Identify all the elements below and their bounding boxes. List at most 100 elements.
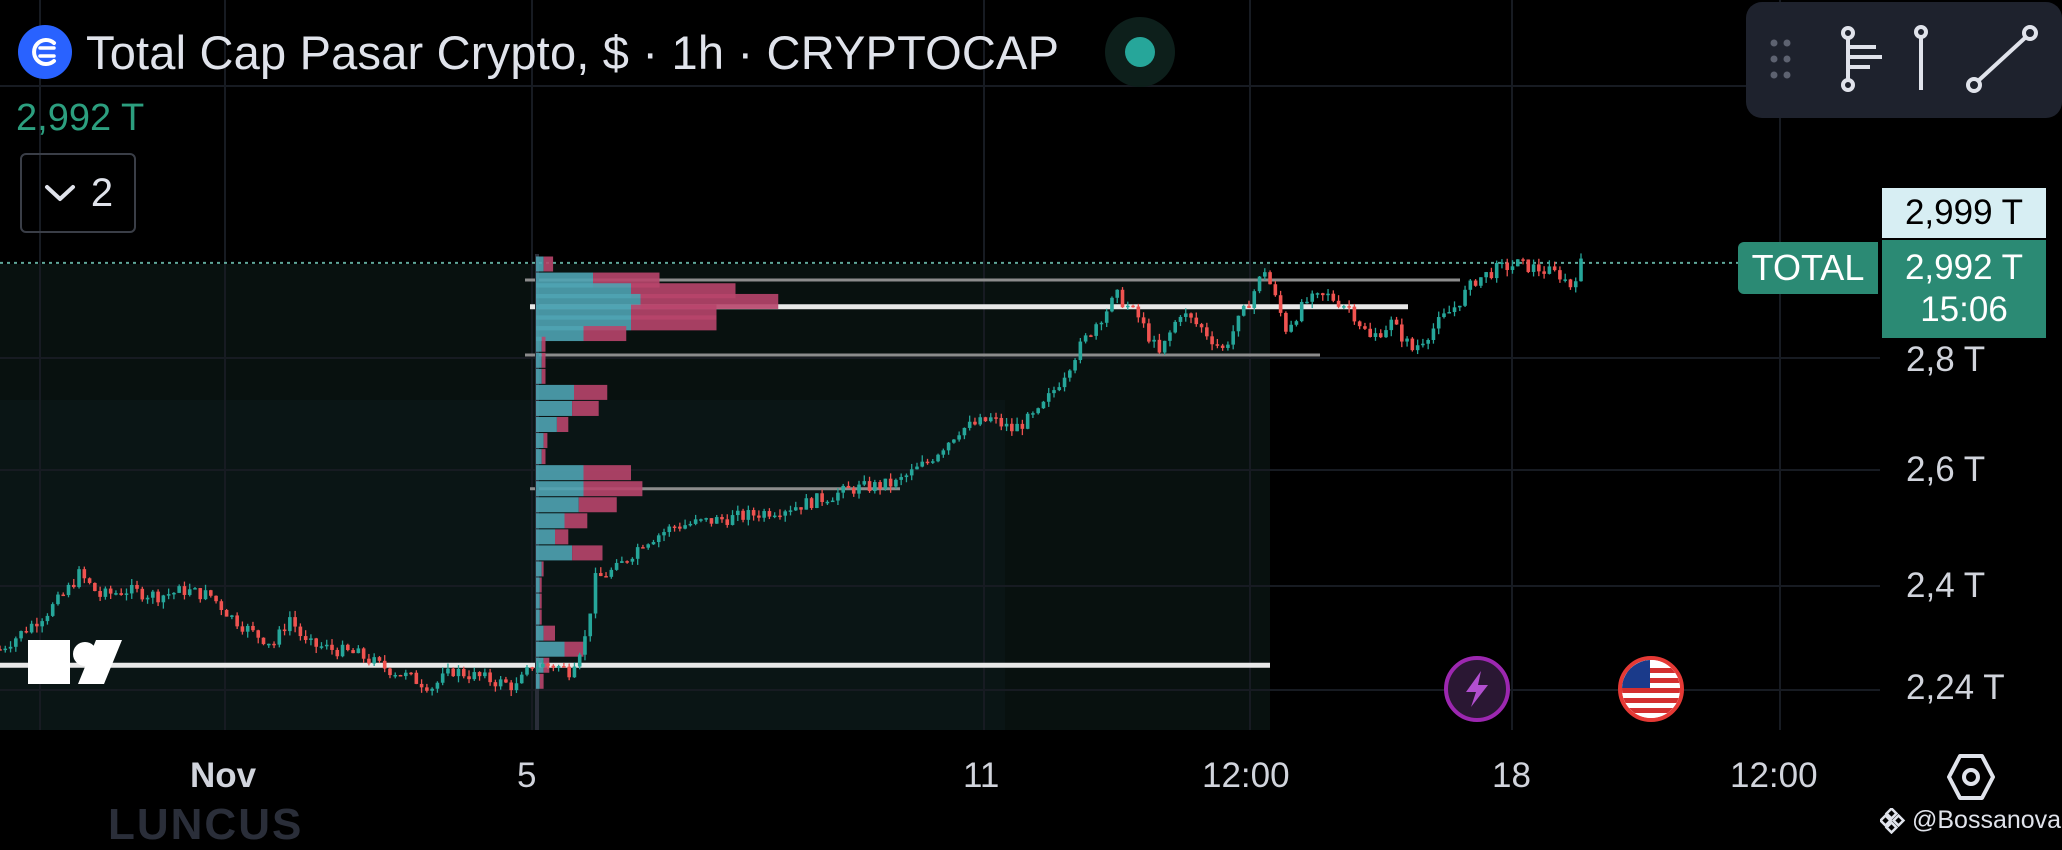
candle-body (1078, 341, 1083, 361)
candle-body (1215, 344, 1220, 346)
candle-body (382, 660, 387, 669)
profile-bar-down (583, 465, 631, 481)
lightning-icon[interactable] (1444, 656, 1510, 722)
candle-body (1020, 423, 1025, 429)
profile-bar-up (536, 481, 584, 497)
profile-bar-down (541, 352, 546, 368)
candle-body (419, 683, 424, 688)
candle-body (967, 421, 972, 428)
candle-body (40, 621, 44, 627)
candle-body (730, 515, 735, 525)
profile-bar-up (536, 417, 557, 432)
candle-body (1241, 305, 1246, 316)
candle-body (29, 623, 34, 633)
candle-body (1041, 401, 1046, 409)
candle-body (672, 526, 677, 529)
profile-bar-down (631, 315, 717, 331)
candle-body (1268, 272, 1272, 285)
profile-bar-up (536, 497, 579, 513)
candle-body (1004, 423, 1009, 427)
candle-body (873, 482, 877, 492)
candle-body (324, 644, 329, 647)
candle-body (551, 665, 556, 668)
candle-body (1099, 322, 1104, 325)
candle-body (193, 588, 197, 590)
candle-body (1278, 295, 1283, 313)
candle-body (946, 442, 951, 451)
market-status-dot-icon[interactable] (1105, 17, 1176, 87)
candle-body (1452, 307, 1457, 313)
fib-tool-icon[interactable] (1836, 24, 1886, 94)
candle-body (1320, 293, 1325, 296)
candle-body (1436, 317, 1441, 329)
candle-body (1537, 264, 1541, 272)
candle-body (261, 637, 266, 645)
candle-body (1036, 408, 1040, 414)
candle-body (799, 507, 803, 510)
candle-body (398, 675, 403, 677)
drag-handle-icon[interactable] (1766, 24, 1796, 94)
profile-bar-down (539, 593, 542, 609)
candle-body (330, 644, 334, 650)
candle-body (1368, 328, 1372, 337)
candle-body (930, 461, 935, 463)
candle-body (1336, 300, 1341, 307)
profile-bar-down (541, 368, 546, 384)
candle-body (941, 450, 946, 455)
settings-hex-icon[interactable] (1946, 752, 1996, 802)
candle-body (1252, 291, 1257, 308)
candle-body (988, 417, 993, 422)
candle-body (1168, 332, 1172, 341)
candle-body (962, 427, 967, 436)
candle-body (1415, 345, 1420, 351)
candle-body (904, 475, 909, 478)
candle-body (1457, 305, 1462, 308)
candle-body (535, 667, 540, 669)
candle-body (1257, 276, 1262, 292)
candle-body (1315, 293, 1320, 295)
time-tick: 11 (963, 756, 1000, 795)
candle-body (778, 515, 782, 518)
candle-body (878, 482, 882, 489)
candle-body (177, 586, 181, 593)
us-flag-icon[interactable] (1618, 656, 1684, 722)
trend-line-tool-icon[interactable] (1962, 24, 2042, 94)
candle-body (609, 569, 614, 577)
indicators-collapse-button[interactable]: 2 (20, 153, 136, 233)
profile-bar-down (572, 545, 603, 561)
candle-body (71, 584, 76, 588)
author-watermark: @Bossanova (1880, 806, 2061, 835)
candle-body (19, 631, 23, 639)
candle-body (1500, 262, 1504, 265)
candle-body (203, 590, 208, 600)
last-price-value: 2,992 T (16, 97, 145, 139)
candle-body (1573, 281, 1578, 288)
candle-body (409, 672, 413, 675)
candle-body (519, 674, 524, 684)
candle-body (567, 666, 571, 678)
candle-body (1494, 262, 1499, 279)
bar-countdown: 15:06 (1920, 290, 2008, 329)
candle-body (704, 518, 708, 520)
candle-body (182, 586, 187, 595)
candle-body (709, 518, 714, 524)
candle-body (1431, 328, 1436, 340)
candle-body (435, 682, 440, 689)
profile-bar-up (536, 326, 584, 342)
candle-body (498, 679, 503, 687)
candle-body (635, 547, 640, 559)
candle-body (1421, 343, 1425, 346)
vertical-line-tool-icon[interactable] (1906, 24, 1936, 94)
profile-bar-down (555, 529, 569, 545)
candle-body (1120, 289, 1125, 308)
candle-body (224, 610, 229, 617)
candle-body (541, 663, 545, 668)
candle-body (198, 588, 203, 600)
price-tick: 2,24 T (1906, 668, 2005, 707)
candle-body (751, 510, 756, 516)
candle-body (303, 636, 308, 641)
profile-bar-up (536, 561, 542, 577)
candle-body (472, 672, 477, 680)
symbol-title[interactable]: Total Cap Pasar Crypto, $ · 1h · CRYPTOC… (86, 25, 1060, 79)
